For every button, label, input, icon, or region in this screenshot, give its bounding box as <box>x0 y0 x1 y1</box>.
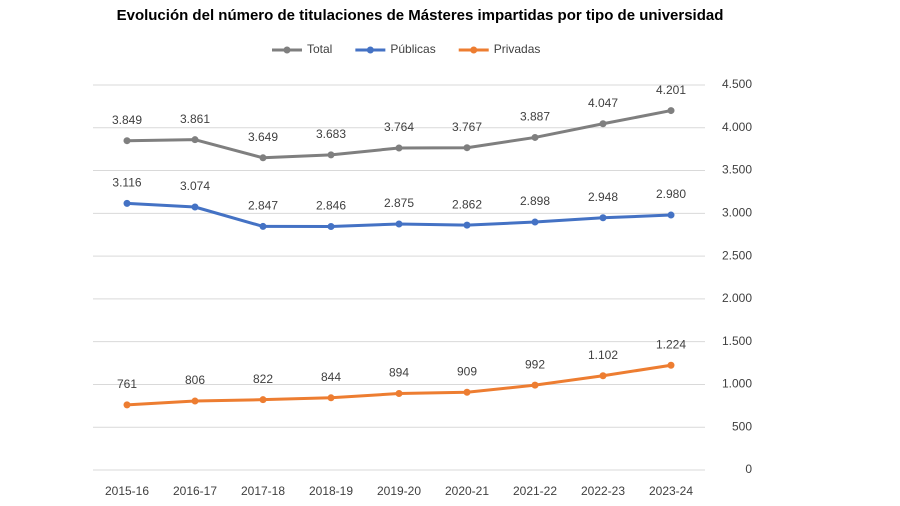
data-label: 844 <box>321 370 341 384</box>
data-label: 761 <box>117 377 137 391</box>
data-point <box>327 394 335 402</box>
data-point <box>395 220 403 228</box>
data-label: 2.847 <box>248 199 278 213</box>
x-tick-label: 2018-19 <box>309 484 353 498</box>
data-label: 3.887 <box>520 110 550 124</box>
y-tick-label: 2.000 <box>722 291 752 305</box>
y-tick-label: 4.500 <box>722 77 752 91</box>
legend-marker <box>366 46 374 54</box>
data-label: 894 <box>389 366 409 380</box>
x-tick-label: 2022-23 <box>581 484 625 498</box>
data-point <box>327 151 335 159</box>
data-label: 3.683 <box>316 127 346 141</box>
data-label: 4.201 <box>656 83 686 97</box>
data-point <box>327 223 335 231</box>
chart-title: Evolución del número de titulaciones de … <box>117 7 724 24</box>
data-label: 3.849 <box>112 113 142 127</box>
data-point <box>463 388 471 396</box>
data-point <box>599 120 607 128</box>
data-point <box>667 361 675 369</box>
data-point <box>191 203 199 211</box>
data-point <box>599 214 607 222</box>
x-tick-label: 2021-22 <box>513 484 557 498</box>
legend-label: Privadas <box>494 42 541 56</box>
data-label: 1.224 <box>656 337 686 351</box>
x-tick-label: 2017-18 <box>241 484 285 498</box>
y-tick-label: 0 <box>745 462 752 476</box>
data-label: 3.649 <box>248 130 278 144</box>
data-label: 2.875 <box>384 196 414 210</box>
data-point <box>123 401 131 409</box>
y-tick-label: 2.500 <box>722 248 752 262</box>
data-point <box>531 218 539 226</box>
data-point <box>123 199 131 207</box>
data-label: 2.862 <box>452 197 482 211</box>
data-label: 909 <box>457 364 477 378</box>
legend-label: Públicas <box>390 42 435 56</box>
data-point <box>259 154 267 162</box>
data-label: 806 <box>185 373 205 387</box>
data-label: 3.861 <box>180 112 210 126</box>
data-point <box>259 396 267 404</box>
x-tick-label: 2023-24 <box>649 484 693 498</box>
data-label: 3.767 <box>452 120 482 134</box>
data-label: 2.948 <box>588 190 618 204</box>
data-point <box>395 390 403 398</box>
x-tick-label: 2020-21 <box>445 484 489 498</box>
y-tick-label: 500 <box>732 419 752 433</box>
data-label: 2.980 <box>656 187 686 201</box>
data-point <box>191 136 199 144</box>
data-point <box>191 397 199 405</box>
data-label: 3.074 <box>180 179 210 193</box>
data-point <box>667 107 675 115</box>
x-tick-label: 2016-17 <box>173 484 217 498</box>
data-point <box>599 372 607 380</box>
data-label: 992 <box>525 357 545 371</box>
data-point <box>123 137 131 145</box>
x-tick-label: 2015-16 <box>105 484 149 498</box>
data-point <box>531 381 539 389</box>
data-label: 1.102 <box>588 348 618 362</box>
data-label: 4.047 <box>588 96 618 110</box>
legend-marker <box>470 46 478 54</box>
data-point <box>463 144 471 152</box>
data-label: 3.764 <box>384 120 414 134</box>
data-label: 2.898 <box>520 194 550 208</box>
data-point <box>395 144 403 152</box>
y-tick-label: 1.500 <box>722 334 752 348</box>
x-tick-label: 2019-20 <box>377 484 421 498</box>
data-label: 3.116 <box>112 176 141 190</box>
data-point <box>531 133 539 141</box>
y-tick-label: 3.500 <box>722 163 752 177</box>
data-label: 822 <box>253 372 273 386</box>
y-tick-label: 1.000 <box>722 377 752 391</box>
y-tick-label: 4.000 <box>722 120 752 134</box>
data-point <box>667 211 675 219</box>
data-label: 2.846 <box>316 199 346 213</box>
data-point <box>259 222 267 230</box>
legend-label: Total <box>307 42 332 56</box>
y-tick-label: 3.000 <box>722 206 752 220</box>
legend-marker <box>283 46 291 54</box>
data-point <box>463 221 471 229</box>
